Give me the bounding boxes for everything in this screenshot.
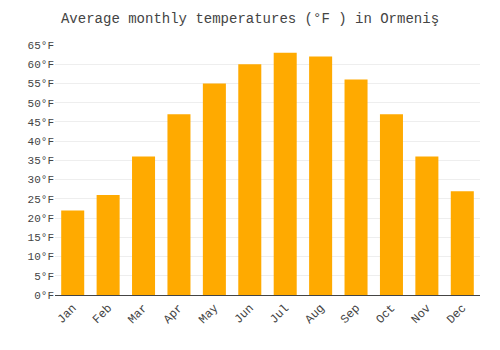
svg-text:15°F: 15°F — [28, 232, 54, 244]
svg-text:50°F: 50°F — [28, 98, 54, 110]
svg-text:Average monthly temperatures (: Average monthly temperatures (°F ) in Or… — [61, 11, 439, 27]
svg-text:Nov: Nov — [409, 302, 434, 327]
svg-text:Mar: Mar — [125, 302, 150, 327]
svg-text:0°F: 0°F — [34, 290, 54, 302]
svg-text:25°F: 25°F — [28, 194, 54, 206]
svg-text:Dec: Dec — [444, 302, 469, 327]
svg-text:45°F: 45°F — [28, 117, 54, 129]
svg-text:Aug: Aug — [303, 302, 328, 327]
svg-text:Jul: Jul — [267, 302, 292, 327]
svg-text:35°F: 35°F — [28, 155, 54, 167]
svg-text:55°F: 55°F — [28, 78, 54, 90]
svg-text:30°F: 30°F — [28, 174, 54, 186]
svg-text:65°F: 65°F — [28, 40, 54, 52]
svg-text:40°F: 40°F — [28, 136, 54, 148]
svg-text:5°F: 5°F — [34, 271, 54, 283]
svg-text:Oct: Oct — [373, 302, 398, 327]
svg-text:Apr: Apr — [161, 302, 186, 327]
svg-text:Sep: Sep — [338, 302, 363, 327]
svg-text:20°F: 20°F — [28, 213, 54, 225]
svg-text:Feb: Feb — [90, 302, 115, 327]
svg-text:60°F: 60°F — [28, 59, 54, 71]
svg-text:10°F: 10°F — [28, 251, 54, 263]
svg-text:Jan: Jan — [55, 302, 80, 327]
svg-text:Jun: Jun — [232, 302, 257, 327]
svg-text:May: May — [196, 302, 221, 327]
